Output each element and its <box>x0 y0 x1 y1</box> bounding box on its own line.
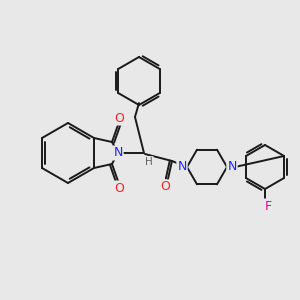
Text: N: N <box>113 146 123 160</box>
Text: F: F <box>264 200 272 212</box>
Text: N: N <box>177 160 187 173</box>
Text: H: H <box>145 157 153 167</box>
Text: O: O <box>160 181 170 194</box>
Text: O: O <box>114 112 124 124</box>
Text: N: N <box>227 160 237 173</box>
Text: O: O <box>114 182 124 194</box>
